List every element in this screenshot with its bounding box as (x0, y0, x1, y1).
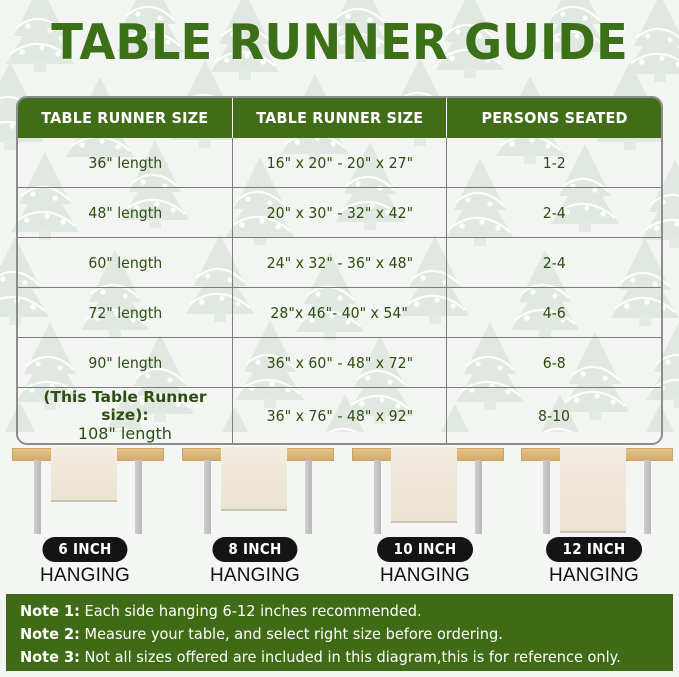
label-pill-10-inch: 10 INCH (377, 537, 473, 562)
column-header-runner-size: TABLE RUNNER SIZE (232, 98, 448, 138)
cell-dimensions: 24" x 32" - 36" x 48" (232, 237, 448, 288)
note-1-label: Note 1: (20, 602, 80, 620)
runner-icon (51, 447, 117, 502)
cell-length: 72" length (18, 287, 233, 338)
table-leg-right-icon (135, 460, 142, 534)
label-hanging-8-inch: HANGING (209, 565, 301, 586)
diagram-12-inch: 12 INCH HANGING (509, 436, 679, 591)
cell-persons: 2-4 (446, 237, 661, 288)
hanging-diagrams: 6 INCH HANGING 8 INCH HANGING 10 INCH HA… (0, 436, 679, 591)
column-header-runner-length: TABLE RUNNER SIZE (18, 98, 233, 138)
cell-length: 48" length (18, 187, 233, 238)
table-runner-guide-table: TABLE RUNNER SIZE TABLE RUNNER SIZE PERS… (16, 96, 663, 446)
note-1-text: Each side hanging 6-12 inches recommende… (79, 602, 422, 620)
cell-length: 36" length (18, 138, 233, 188)
table-row: 72" length 28"x 46"- 40" x 54" 4-6 (18, 287, 661, 338)
table-leg-right-icon (644, 460, 651, 534)
label-hanging-12-inch: HANGING (548, 565, 640, 586)
cell-persons: 6-8 (446, 337, 661, 388)
label-hanging-6-inch: HANGING (39, 565, 131, 586)
note-1: Note 1: Each side hanging 6-12 inches re… (20, 600, 661, 623)
note-3-label: Note 3: (20, 648, 80, 666)
table-header-row: TABLE RUNNER SIZE TABLE RUNNER SIZE PERS… (18, 98, 661, 138)
label-pill-6-inch: 6 INCH (42, 537, 128, 562)
note-3: Note 3: Not all sizes offered are includ… (20, 646, 661, 669)
diagram-6-inch: 6 INCH HANGING (0, 436, 170, 591)
note-2-label: Note 2: (20, 625, 80, 643)
table-row: 36" length 16" x 20" - 20" x 27" 1-2 (18, 138, 661, 188)
note-3-text: Not all sizes offered are included in th… (79, 648, 621, 666)
label-hanging-10-inch: HANGING (379, 565, 471, 586)
cell-dimensions: 20" x 30" - 32" x 42" (232, 187, 448, 238)
runner-icon (391, 447, 457, 523)
table-leg-left-icon (34, 460, 41, 534)
current-size-note: (This Table Runner size): (43, 388, 207, 425)
cell-dimensions: 16" x 20" - 20" x 27" (232, 138, 448, 188)
table-leg-right-icon (475, 460, 482, 534)
cell-dimensions: 36" x 60" - 48" x 72" (232, 337, 448, 388)
runner-icon (560, 447, 626, 533)
cell-persons: 1-2 (542, 153, 566, 172)
table-row: 60" length 24" x 32" - 36" x 48" 2-4 (18, 237, 661, 288)
notes-panel: Note 1: Each side hanging 6-12 inches re… (6, 594, 673, 671)
runner-icon (221, 447, 287, 511)
label-pill-8-inch: 8 INCH (212, 537, 298, 562)
label-pill-12-inch: 12 INCH (546, 537, 642, 562)
diagram-8-inch: 8 INCH HANGING (170, 436, 340, 591)
table-row: 48" length 20" x 30" - 32" x 42" 2-4 (18, 187, 661, 238)
table-leg-left-icon (204, 460, 211, 534)
table-leg-left-icon (374, 460, 381, 534)
note-2: Note 2: Measure your table, and select r… (20, 623, 661, 646)
cell-dimensions: 28"x 46"- 40" x 54" (232, 287, 448, 338)
cell-length: 60" length (18, 237, 233, 288)
page-title: TABLE RUNNER GUIDE (51, 14, 628, 71)
column-header-persons-seated: PERSONS SEATED (446, 98, 661, 138)
table-leg-right-icon (305, 460, 312, 534)
table-row: 90" length 36" x 60" - 48" x 72" 6-8 (18, 337, 661, 388)
cell-persons: 2-4 (446, 187, 661, 238)
note-2-text: Measure your table, and select right siz… (79, 625, 503, 643)
cell-length: 90" length (18, 337, 233, 388)
diagram-10-inch: 10 INCH HANGING (340, 436, 510, 591)
table-leg-left-icon (543, 460, 550, 534)
cell-persons: 4-6 (446, 287, 661, 338)
